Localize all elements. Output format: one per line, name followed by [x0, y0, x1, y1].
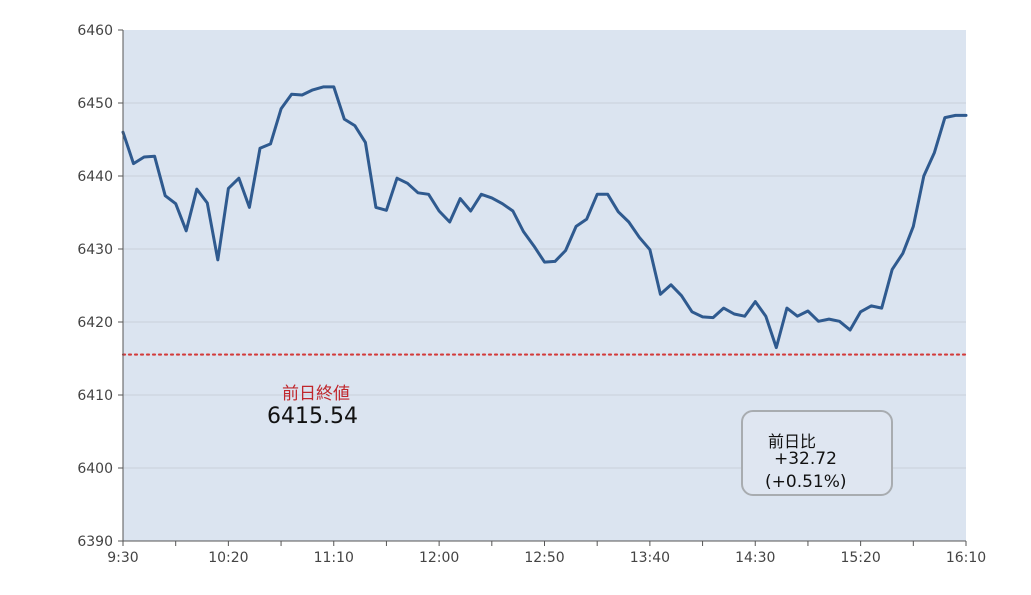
y-tick-label: 6400	[77, 461, 113, 477]
x-tick-label: 9:30	[107, 550, 138, 566]
series-line	[121, 85, 968, 350]
y-tick-label: 6420	[77, 315, 113, 331]
y-tick-label: 6460	[77, 23, 113, 39]
x-tick-label: 11:10	[314, 550, 354, 566]
prev-close-label: 前日終値	[282, 384, 350, 404]
change-percent: (+0.51%)	[765, 472, 847, 492]
y-tick-label: 6430	[77, 242, 113, 258]
change-absolute: +32.72	[774, 449, 837, 469]
x-tick-label: 16:10	[946, 550, 986, 566]
change-title: 前日比	[768, 432, 817, 451]
x-tick-label: 15:20	[840, 550, 880, 566]
y-tick-label: 6450	[77, 96, 113, 112]
x-tick-label: 12:50	[524, 550, 564, 566]
x-tick-label: 13:40	[630, 550, 670, 566]
y-tick-label: 6410	[77, 388, 113, 404]
x-tick-label: 10:20	[208, 550, 248, 566]
prev-close-value: 6415.54	[267, 404, 358, 429]
change-box: 前日比 +32.72 (+0.51%)	[741, 410, 893, 496]
y-tick-label: 6390	[77, 534, 113, 550]
x-tick-label: 14:30	[735, 550, 775, 566]
x-tick-label: 12:00	[419, 550, 459, 566]
y-tick-label: 6440	[77, 169, 113, 185]
